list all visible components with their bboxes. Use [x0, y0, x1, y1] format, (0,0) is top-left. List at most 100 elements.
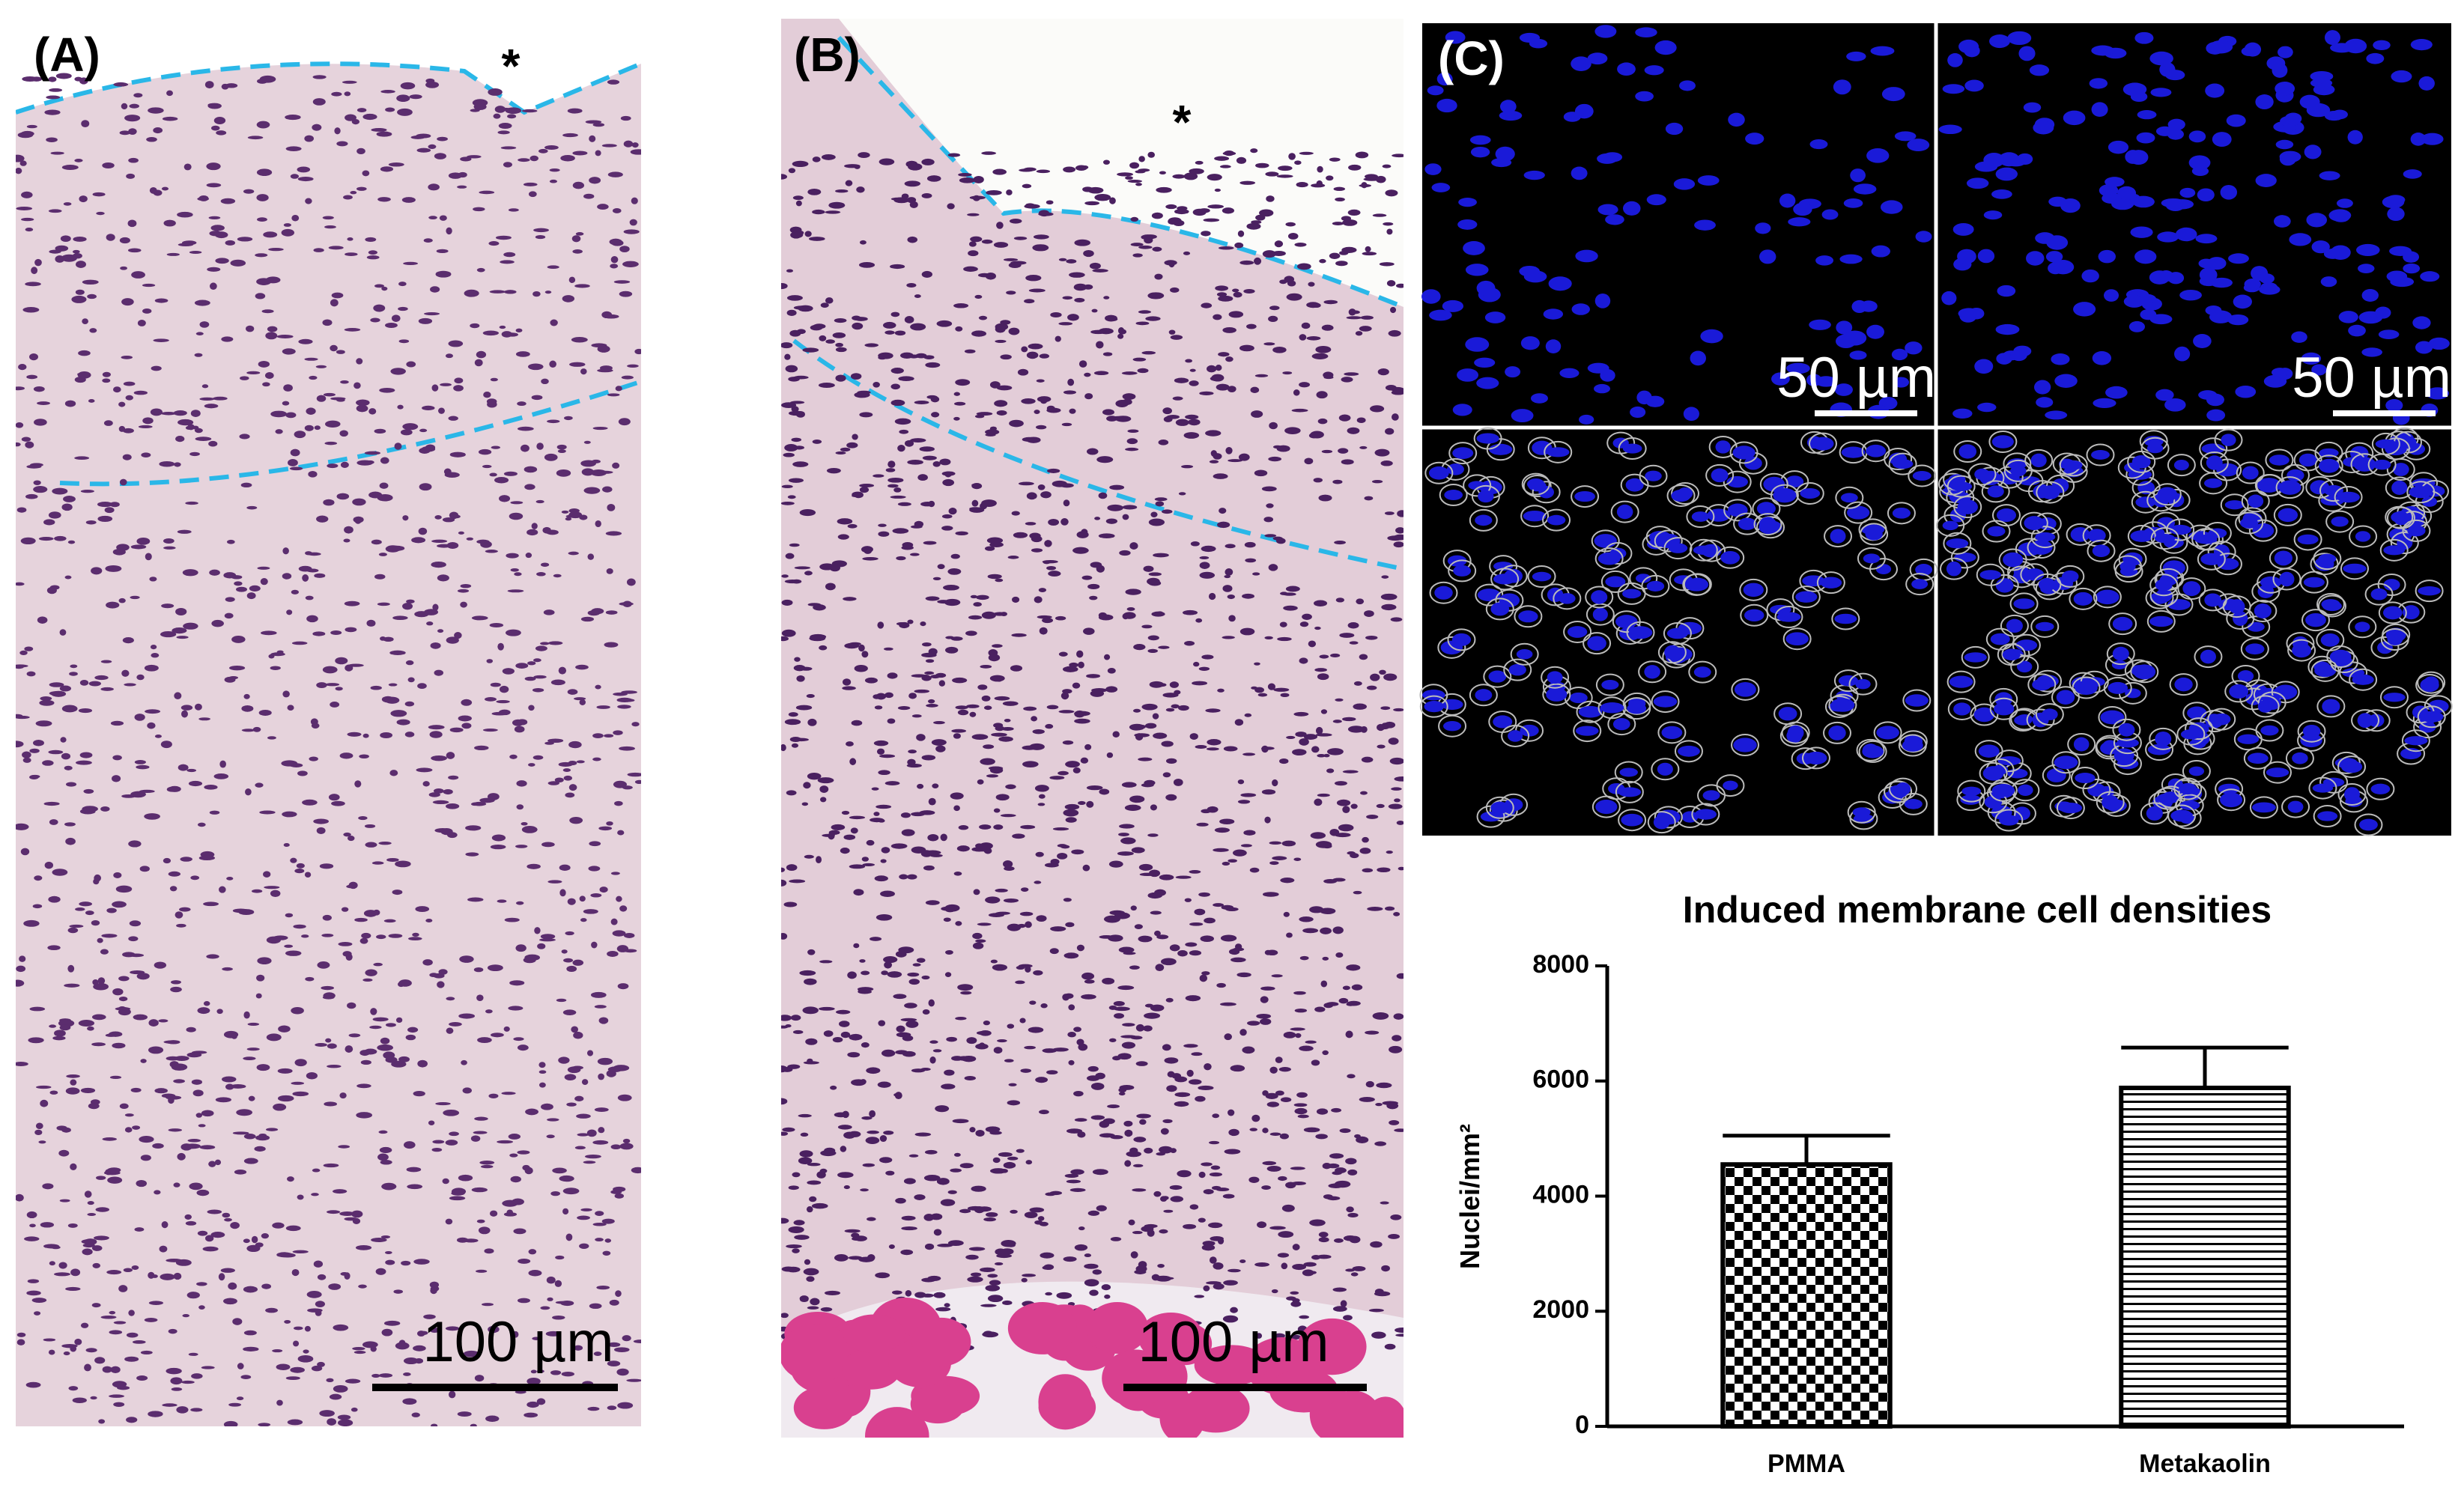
nucleus — [423, 238, 433, 243]
nucleus — [2010, 465, 2027, 477]
nucleus — [2330, 245, 2351, 260]
nucleus — [1080, 757, 1089, 764]
nucleus-outline — [1991, 504, 2021, 527]
nucleus — [2024, 516, 2045, 531]
nucleus-outline — [1618, 809, 1647, 832]
nucleus — [1000, 814, 1016, 818]
nucleus — [931, 412, 940, 418]
nucleus — [1003, 898, 1019, 903]
nucleus — [338, 1145, 351, 1149]
nucleus — [1046, 565, 1057, 571]
nucleus — [560, 155, 575, 162]
nucleus — [443, 468, 452, 475]
nucleus — [613, 280, 631, 284]
nucleus-outline — [1429, 581, 1458, 604]
nucleus — [351, 118, 360, 125]
nucleus — [1347, 1169, 1358, 1176]
nucleus — [514, 572, 522, 577]
nucleus — [131, 271, 145, 279]
nucleus — [1109, 484, 1125, 490]
nucleus — [580, 368, 587, 375]
nucleus — [1228, 949, 1240, 955]
nucleus — [473, 967, 484, 973]
nucleus — [2182, 581, 2201, 597]
nucleus — [379, 1146, 392, 1154]
nucleus — [1820, 577, 1842, 589]
nucleus — [345, 1045, 353, 1053]
nucleus — [306, 407, 316, 415]
muscle-fiber — [1159, 1392, 1206, 1438]
nucleus — [2045, 410, 2068, 420]
nucleus — [527, 363, 544, 371]
nucleus — [1239, 627, 1255, 636]
nucleus — [2035, 621, 2054, 631]
nucleus — [1251, 686, 1258, 690]
nucleus — [1571, 166, 1588, 180]
nucleus — [482, 1303, 494, 1307]
nucleus — [806, 1276, 815, 1282]
nucleus — [1164, 1057, 1179, 1064]
nucleus — [811, 1202, 828, 1209]
nucleus — [978, 315, 988, 320]
nucleus — [2329, 649, 2352, 664]
nucleus — [113, 82, 129, 87]
nucleus — [1208, 1140, 1220, 1145]
nucleus — [907, 758, 916, 766]
nucleus — [283, 384, 293, 392]
nucleus — [2373, 459, 2391, 470]
nucleus — [311, 1365, 323, 1372]
nucleus — [1091, 308, 1098, 313]
nucleus — [1210, 1165, 1221, 1170]
nucleus — [983, 705, 992, 711]
nucleus — [1303, 734, 1318, 740]
nucleus — [59, 629, 67, 636]
nucleus — [1135, 183, 1142, 186]
nucleus — [564, 1074, 577, 1080]
nucleus — [2149, 615, 2173, 627]
nucleus-outline — [2176, 723, 2206, 746]
nucleus — [1343, 1315, 1353, 1321]
nucleus — [1025, 275, 1042, 282]
nucleus — [304, 425, 314, 431]
nucleus — [26, 464, 42, 469]
nucleus — [154, 734, 162, 738]
nucleus — [194, 428, 203, 434]
nucleus — [222, 1076, 237, 1083]
nucleus — [278, 1025, 291, 1033]
nucleus — [1488, 670, 1507, 683]
nucleus — [998, 1152, 1013, 1158]
nucleus — [1118, 1092, 1126, 1096]
nucleus-outline — [1856, 738, 1885, 761]
nucleus — [87, 1201, 94, 1205]
nucleus — [1201, 809, 1212, 814]
nucleus — [502, 668, 515, 675]
nucleus — [947, 153, 961, 157]
nucleus — [204, 785, 218, 790]
nucleus — [579, 1243, 589, 1250]
nucleus — [1756, 502, 1776, 516]
nucleus — [1733, 738, 1757, 752]
nucleus — [980, 1304, 997, 1307]
nucleus — [79, 195, 88, 203]
nucleus — [1252, 572, 1260, 576]
nucleus — [243, 1158, 258, 1164]
nucleus — [1063, 1256, 1077, 1262]
nucleus — [92, 192, 106, 197]
nucleus — [1646, 194, 1666, 206]
nucleus — [425, 78, 435, 84]
nucleus — [383, 1320, 401, 1326]
nucleus — [862, 1163, 876, 1167]
nucleus — [1007, 923, 1022, 931]
nucleus — [813, 323, 826, 329]
nucleus — [583, 440, 591, 444]
nucleus — [1362, 868, 1374, 873]
nucleus — [606, 821, 613, 826]
nucleus — [1045, 1292, 1053, 1296]
nucleus — [362, 170, 370, 177]
nucleus — [220, 1268, 235, 1273]
nucleus — [1389, 757, 1404, 765]
nucleus — [1341, 459, 1354, 465]
nucleus — [1320, 927, 1332, 934]
nucleus — [589, 177, 601, 184]
nucleus — [412, 932, 419, 937]
